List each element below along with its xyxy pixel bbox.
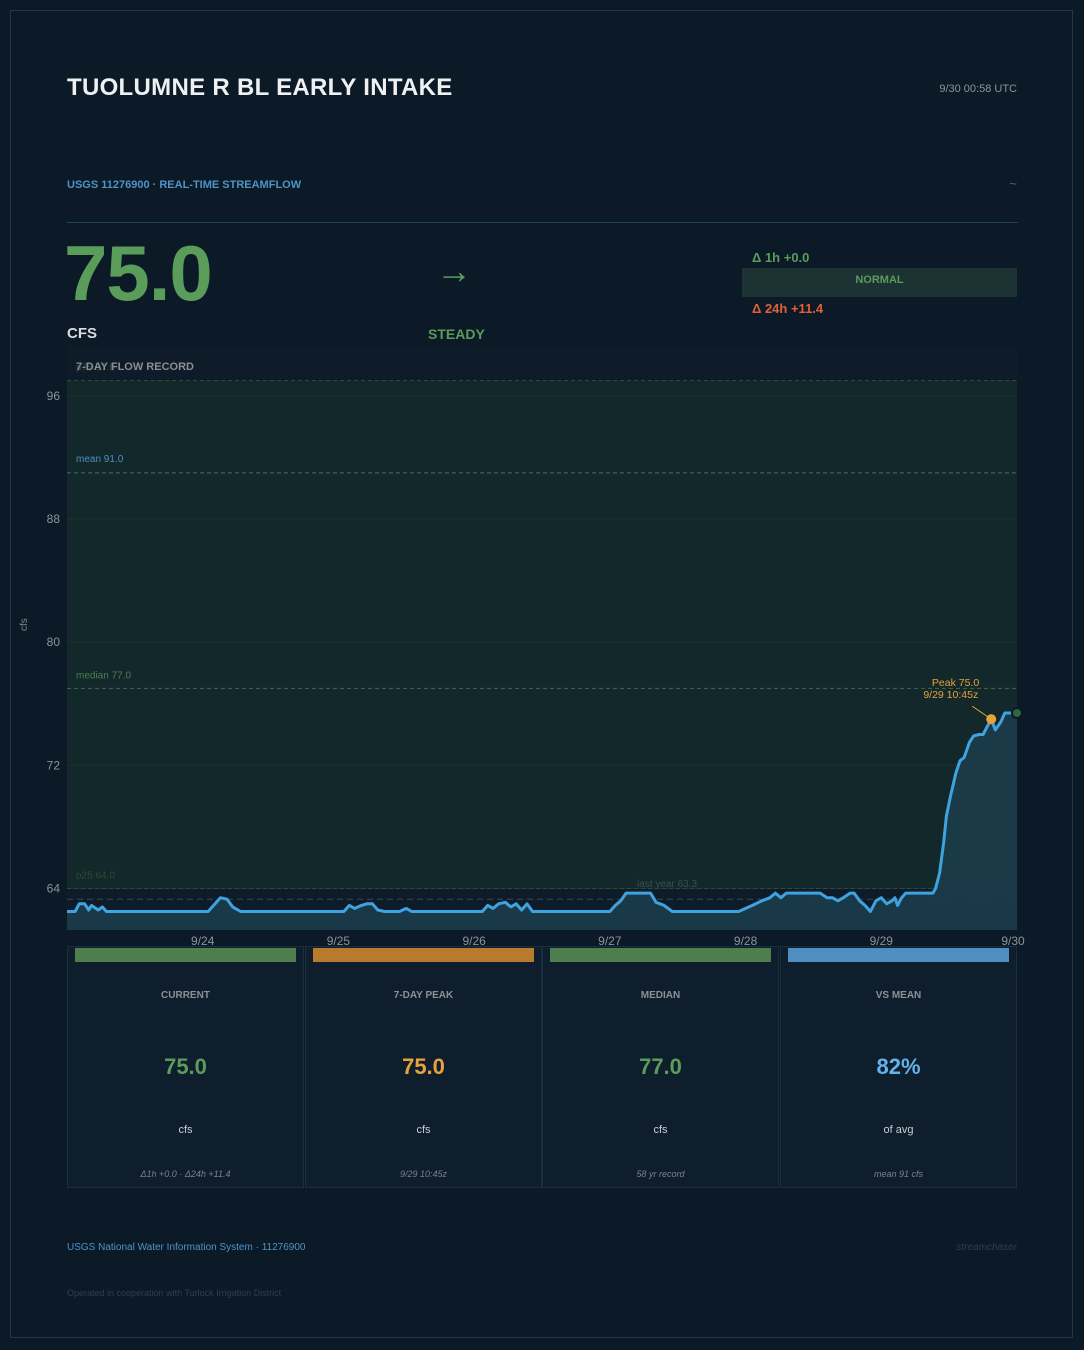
card-unit: cfs (653, 1124, 668, 1136)
flow-area (67, 713, 1017, 930)
station-subtitle: USGS 11276900 · REAL-TIME STREAMFLOW (67, 179, 302, 191)
footer-source-link[interactable]: USGS National Water Information System ·… (67, 1242, 306, 1253)
footer-cooperation-note: Operated in cooperation with Turlock Irr… (67, 1288, 282, 1298)
card-value: 75.0 (402, 1054, 445, 1079)
flow-line (67, 711, 1017, 913)
card-label: MEDIAN (640, 990, 681, 1001)
card-label: VS MEAN (875, 990, 922, 1001)
x-tick-label: 9/27 (598, 934, 622, 948)
current-flow-value: 75.0 (64, 229, 213, 317)
y-axis-label: cfs (19, 618, 30, 631)
flow-chart: 64 72 80 88 96 p75 97.0 mean 91.0 median 77.0 p2… (47, 362, 1025, 948)
card-label: CURRENT (161, 990, 210, 1001)
delta-1h: Δ 1h +0.0 (752, 250, 810, 265)
stat-cards: CURRENT 75.0 cfs Δ1h +0.0 · Δ24h +11.4 7… (67, 946, 1018, 1188)
station-title: TUOLUMNE R BL EARLY INTAKE (67, 74, 453, 101)
y-tick-label: 96 (47, 389, 61, 403)
chart-title: 7-DAY FLOW RECORD (76, 361, 194, 373)
trend-arrow-icon: → (436, 250, 472, 291)
trend-label: STEADY (428, 326, 485, 342)
card-color-bar (550, 948, 771, 962)
card-label: 7-DAY PEAK (393, 990, 454, 1001)
current-flow-unit: CFS (67, 325, 97, 342)
y-tick-label: 80 (47, 635, 61, 649)
outer-frame (10, 10, 1073, 1338)
x-tick-label: 9/24 (191, 934, 215, 948)
peak-marker (986, 714, 997, 725)
wave-icon: ~ (1009, 176, 1017, 191)
stat-card-median: MEDIAN 77.0 cfs 58 yr record (542, 946, 779, 1188)
card-note: 9/29 10:45z (399, 1169, 448, 1179)
card-color-bar (788, 948, 1009, 962)
x-tick-label: 9/30 (1001, 934, 1025, 948)
y-tick-label: 72 (47, 758, 61, 772)
peak-leader-line (971, 705, 989, 718)
x-tick-label: 9/26 (462, 934, 486, 948)
reference-line-label: p25 64.0 (76, 870, 115, 881)
card-value: 77.0 (639, 1054, 682, 1079)
card-value: 82% (876, 1054, 921, 1079)
card-unit: of avg (883, 1124, 914, 1136)
footer-brand: streamchaser (956, 1242, 1017, 1253)
x-tick-label: 9/28 (734, 934, 758, 948)
card-note: 58 yr record (636, 1169, 685, 1179)
card-value: 75.0 (164, 1054, 207, 1079)
card-note: mean 91 cfs (873, 1169, 924, 1179)
peak-label: 9/29 10:45z (923, 689, 978, 701)
y-tick-label: 88 (47, 512, 61, 526)
card-note: Δ1h +0.0 · Δ24h +11.4 (140, 1169, 231, 1179)
reference-line-label: p75 97.0 (76, 362, 115, 373)
card-unit: cfs (416, 1124, 431, 1136)
delta-24h: Δ 24h +11.4 (752, 301, 824, 316)
card-color-bar (313, 948, 534, 962)
x-tick-label: 9/29 (870, 934, 894, 948)
reference-line-label: median 77.0 (76, 670, 131, 681)
card-unit: cfs (178, 1124, 193, 1136)
normal-range-band (67, 380, 1017, 889)
card-color-bar (75, 948, 296, 962)
header-divider (67, 222, 1018, 223)
stat-card-current: CURRENT 75.0 cfs Δ1h +0.0 · Δ24h +11.4 (67, 946, 304, 1188)
y-tick-label: 64 (47, 881, 61, 895)
reference-line-label: last year 63.3 (637, 879, 697, 890)
reference-line-label: mean 91.0 (76, 454, 124, 465)
timestamp: 9/30 00:58 UTC (939, 83, 1017, 95)
stat-card-peak: 7-DAY PEAK 75.0 cfs 9/29 10:45z (305, 946, 542, 1188)
x-tick-label: 9/25 (327, 934, 351, 948)
current-point-marker (1011, 706, 1023, 719)
peak-label: Peak 75.0 (932, 677, 979, 689)
stat-card-vs-mean: VS MEAN 82% of avg mean 91 cfs (780, 946, 1017, 1188)
status-badge: NORMAL (742, 268, 1017, 297)
